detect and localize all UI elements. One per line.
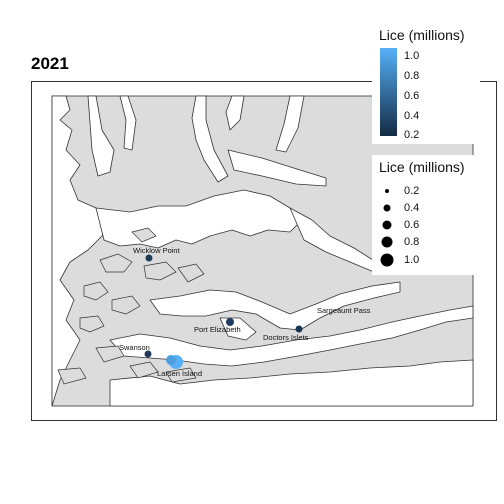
size-legend-dots (380, 189, 394, 267)
color-tick-0-6: 0.6 (404, 90, 420, 102)
site-marker-port-elizabeth (226, 318, 234, 326)
size-label-0-2: 0.2 (404, 185, 420, 197)
color-gradient-bar (380, 48, 397, 136)
size-dot-0-2 (385, 189, 389, 193)
site-markers (144, 254, 303, 369)
site-label-larsen-island: Larsen Island (157, 369, 202, 378)
size-label-1-0: 1.0 (404, 254, 420, 266)
site-label-wicklow-point: Wicklow Point (133, 246, 181, 255)
islands (57, 227, 205, 385)
size-label-0-4: 0.4 (404, 202, 420, 214)
size-dot-0-4 (383, 204, 391, 212)
site-label-sargeaunt-pass: Sargeaunt Pass (317, 306, 371, 315)
site-labels: Wicklow Point Port Elizabeth Doctors Isl… (119, 246, 371, 378)
site-marker-doctors-islets (295, 325, 303, 333)
color-tick-0-4: 0.4 (404, 110, 420, 122)
site-label-doctors-islets: Doctors Islets (263, 333, 309, 342)
size-dot-1-0 (380, 253, 394, 267)
size-label-0-8: 0.8 (404, 236, 420, 248)
site-marker-swanson (144, 350, 152, 358)
size-dot-0-8 (381, 236, 393, 248)
site-label-port-elizabeth: Port Elizabeth (194, 325, 241, 334)
color-legend-title: Lice (millions) (379, 27, 465, 43)
color-tick-0-2: 0.2 (404, 129, 420, 141)
size-legend-title: Lice (millions) (379, 159, 465, 175)
color-tick-1-0: 1.0 (404, 50, 420, 62)
site-marker-wicklow-point (145, 254, 153, 262)
year-title: 2021 (31, 54, 69, 73)
site-label-swanson: Swanson (119, 343, 150, 352)
site-marker-larsen-island-2 (166, 355, 176, 365)
color-tick-0-8: 0.8 (404, 70, 420, 82)
size-label-0-6: 0.6 (404, 219, 420, 231)
size-dot-0-6 (382, 220, 392, 230)
